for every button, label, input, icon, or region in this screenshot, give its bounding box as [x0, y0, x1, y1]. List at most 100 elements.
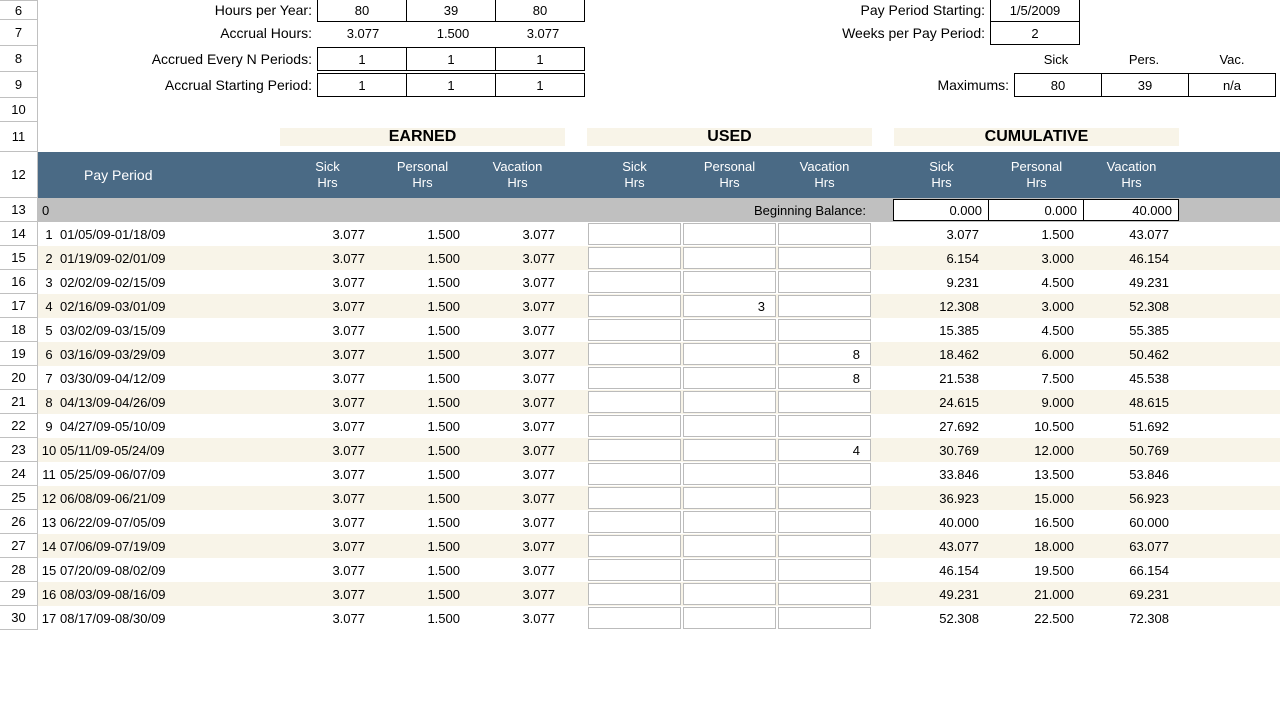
used-sick[interactable] — [588, 511, 681, 533]
used-pers[interactable] — [683, 223, 776, 245]
used-pers[interactable] — [683, 271, 776, 293]
used-pers[interactable] — [683, 463, 776, 485]
used-vac[interactable] — [778, 463, 871, 485]
row-header[interactable]: 6 — [0, 0, 38, 20]
used-vac[interactable]: 8 — [778, 343, 871, 365]
used-sick[interactable] — [588, 439, 681, 461]
row-header[interactable]: 16 — [0, 270, 38, 294]
col-used-vac: VacationHrs — [777, 152, 872, 198]
row-header[interactable]: 28 — [0, 558, 38, 582]
every-n-pers[interactable]: 1 — [406, 47, 496, 71]
used-vac[interactable] — [778, 319, 871, 341]
used-vac[interactable]: 4 — [778, 439, 871, 461]
cum-vac: 49.231 — [1084, 270, 1179, 294]
hours-per-year-vac[interactable]: 80 — [495, 0, 585, 22]
used-vac[interactable] — [778, 487, 871, 509]
used-vac[interactable] — [778, 535, 871, 557]
earned-pers: 1.500 — [375, 318, 470, 342]
row-header[interactable]: 17 — [0, 294, 38, 318]
used-pers[interactable] — [683, 319, 776, 341]
used-sick[interactable] — [588, 559, 681, 581]
row-header[interactable]: 10 — [0, 98, 38, 122]
used-pers[interactable] — [683, 439, 776, 461]
used-vac[interactable] — [778, 391, 871, 413]
used-pers[interactable] — [683, 391, 776, 413]
weeks-per-value[interactable]: 2 — [990, 21, 1080, 45]
used-sick[interactable] — [588, 319, 681, 341]
start-period-pers[interactable]: 1 — [406, 73, 496, 97]
used-vac[interactable] — [778, 583, 871, 605]
row-header[interactable]: 19 — [0, 342, 38, 366]
used-sick[interactable] — [588, 463, 681, 485]
earned-pers: 1.500 — [375, 366, 470, 390]
used-pers[interactable] — [683, 247, 776, 269]
used-sick[interactable] — [588, 247, 681, 269]
used-sick[interactable] — [588, 343, 681, 365]
max-vac[interactable]: n/a — [1188, 73, 1276, 97]
used-pers[interactable] — [683, 583, 776, 605]
earned-pers: 1.500 — [375, 534, 470, 558]
row-header[interactable]: 25 — [0, 486, 38, 510]
used-pers[interactable] — [683, 367, 776, 389]
hours-per-year-pers[interactable]: 39 — [406, 0, 496, 22]
used-pers[interactable]: 3 — [683, 295, 776, 317]
accrual-hours-sick: 3.077 — [318, 21, 408, 45]
used-sick[interactable] — [588, 535, 681, 557]
row-header[interactable]: 27 — [0, 534, 38, 558]
used-pers[interactable] — [683, 607, 776, 629]
used-sick[interactable] — [588, 607, 681, 629]
row-header[interactable]: 24 — [0, 462, 38, 486]
row-header[interactable]: 18 — [0, 318, 38, 342]
used-pers[interactable] — [683, 415, 776, 437]
used-vac[interactable] — [778, 559, 871, 581]
row-header[interactable]: 20 — [0, 366, 38, 390]
every-n-vac[interactable]: 1 — [495, 47, 585, 71]
used-sick[interactable] — [588, 223, 681, 245]
used-vac[interactable] — [778, 511, 871, 533]
used-vac[interactable] — [778, 271, 871, 293]
used-vac[interactable] — [778, 295, 871, 317]
used-pers[interactable] — [683, 535, 776, 557]
used-sick[interactable] — [588, 295, 681, 317]
row-header[interactable]: 9 — [0, 72, 38, 98]
row-header[interactable]: 13 — [0, 198, 38, 222]
row-header[interactable]: 30 — [0, 606, 38, 630]
row-header[interactable]: 11 — [0, 122, 38, 152]
used-vac[interactable]: 8 — [778, 367, 871, 389]
start-period-sick[interactable]: 1 — [317, 73, 407, 97]
used-pers[interactable] — [683, 559, 776, 581]
bb-sick[interactable]: 0.000 — [893, 199, 989, 221]
row-header[interactable]: 23 — [0, 438, 38, 462]
pay-period-start-value[interactable]: 1/5/2009 — [990, 0, 1080, 22]
row-header[interactable]: 12 — [0, 152, 38, 198]
used-vac[interactable] — [778, 607, 871, 629]
hours-per-year-sick[interactable]: 80 — [317, 0, 407, 22]
row-header[interactable]: 14 — [0, 222, 38, 246]
used-sick[interactable] — [588, 415, 681, 437]
used-sick[interactable] — [588, 391, 681, 413]
bb-pers[interactable]: 0.000 — [988, 199, 1084, 221]
used-sick[interactable] — [588, 487, 681, 509]
max-sick[interactable]: 80 — [1014, 73, 1102, 97]
start-period-vac[interactable]: 1 — [495, 73, 585, 97]
used-vac[interactable] — [778, 415, 871, 437]
row-header[interactable]: 26 — [0, 510, 38, 534]
used-pers[interactable] — [683, 511, 776, 533]
row-header[interactable]: 8 — [0, 46, 38, 72]
max-pers[interactable]: 39 — [1101, 73, 1189, 97]
used-pers[interactable] — [683, 343, 776, 365]
used-vac[interactable] — [778, 247, 871, 269]
used-sick[interactable] — [588, 271, 681, 293]
row-header[interactable]: 7 — [0, 20, 38, 46]
row-header[interactable]: 21 — [0, 390, 38, 414]
row-header[interactable]: 15 — [0, 246, 38, 270]
used-vac[interactable] — [778, 223, 871, 245]
section-cum: CUMULATIVE — [894, 128, 1179, 146]
every-n-sick[interactable]: 1 — [317, 47, 407, 71]
used-pers[interactable] — [683, 487, 776, 509]
row-header[interactable]: 22 — [0, 414, 38, 438]
bb-vac[interactable]: 40.000 — [1083, 199, 1179, 221]
used-sick[interactable] — [588, 367, 681, 389]
row-header[interactable]: 29 — [0, 582, 38, 606]
used-sick[interactable] — [588, 583, 681, 605]
